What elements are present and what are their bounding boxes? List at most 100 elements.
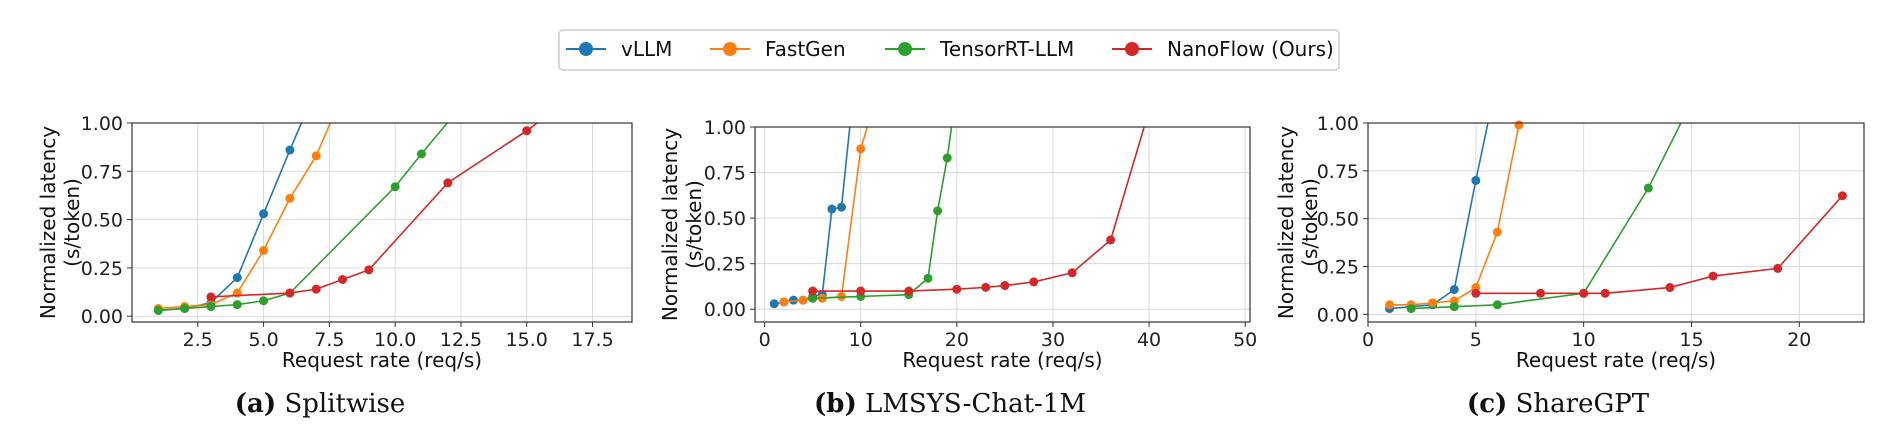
x-tick-label: 2.5: [183, 329, 213, 351]
x-tick-label: 0: [759, 329, 771, 351]
data-point-nanoflow: [1837, 191, 1847, 201]
y-tick-label: 0.25: [704, 254, 746, 276]
data-point-fastgen: [1385, 300, 1395, 310]
y-tick-label: 0.00: [81, 306, 123, 328]
legend-entry-fastgen: FastGen: [710, 37, 846, 61]
x-tick-label: 30: [1041, 329, 1065, 351]
data-point-tensorrt: [1406, 304, 1416, 314]
y-tick-label: 0.25: [1317, 257, 1359, 279]
data-point-nanoflow: [904, 286, 914, 296]
y-tick-label: 1.00: [81, 113, 123, 135]
x-tick-label: 17.5: [571, 329, 613, 351]
x-tick-label: 0: [1362, 329, 1374, 351]
data-point-nanoflow: [206, 292, 216, 302]
legend-entry-vllm: vLLM: [566, 37, 672, 61]
y-tick-label: 0.75: [81, 161, 123, 183]
data-point-nanoflow: [1471, 288, 1481, 298]
data-point-vllm: [1449, 284, 1459, 294]
caption-b-tag: (b): [814, 389, 857, 419]
caption-a-title: Splitwise: [284, 389, 405, 419]
legend-label-tensorrt: TensorRT-LLM: [939, 37, 1074, 61]
data-point-tensorrt: [1449, 302, 1459, 312]
plot-frame: [754, 126, 1251, 323]
data-point-tensorrt: [390, 182, 400, 192]
y-axis-label: Normalized latency(s/token): [658, 128, 706, 321]
data-point-vllm: [259, 209, 269, 219]
data-point-nanoflow: [1600, 288, 1610, 298]
y-tick-label: 0.00: [704, 299, 746, 321]
caption-a-tag: (a): [235, 389, 276, 419]
data-point-tensorrt: [1643, 183, 1653, 193]
caption-c-title: ShareGPT: [1516, 389, 1650, 419]
chart-panel-b: 0 10 20 30 40 50 0.00 0.25 0.50 0.75 1.00 Request r…: [658, 117, 1257, 372]
data-point-tensorrt: [153, 305, 163, 315]
series-line-fastgen: [158, 123, 332, 310]
data-point-nanoflow: [522, 126, 532, 136]
series-line-vllm: [774, 127, 851, 305]
data-point-nanoflow: [1708, 271, 1718, 281]
data-point-fastgen: [311, 151, 321, 161]
data-point-vllm: [285, 145, 295, 155]
x-tick-label: 20: [945, 329, 969, 351]
data-point-nanoflow: [364, 265, 374, 275]
chart-panel-a: 2.5 5.0 7.5 10.0 12.5 15.0 17.5 0.00 0.25 0.50 0.7…: [36, 113, 633, 372]
x-tick-label: 10: [1572, 329, 1596, 351]
caption-a: (a) Splitwise: [235, 389, 406, 419]
y-tick-label: 0.00: [1317, 304, 1359, 326]
legend-entry-tensorrt: TensorRT-LLM: [885, 37, 1074, 61]
data-point-nanoflow: [1000, 281, 1010, 291]
y-tick-label: 0.25: [81, 258, 123, 280]
chart-panel-c: 0 5 10 15 20 0.00 0.25 0.50 0.75 1.00 Request rate…: [1274, 113, 1865, 372]
plot-frame: [131, 122, 633, 323]
data-point-nanoflow: [1067, 268, 1077, 278]
x-tick-label: 7.5: [314, 329, 344, 351]
data-point-nanoflow: [1773, 263, 1783, 273]
data-point-tensorrt: [923, 273, 933, 283]
data-point-vllm: [1471, 175, 1481, 185]
x-tick-label: 40: [1137, 329, 1161, 351]
data-point-nanoflow: [952, 284, 962, 294]
y-axis-label: Normalized latency(s/token): [36, 126, 84, 319]
y-tick-label: 0.50: [1317, 209, 1359, 231]
series-line-nanoflow: [812, 127, 1145, 292]
data-point-fastgen: [779, 297, 789, 307]
data-point-tensorrt: [416, 149, 426, 159]
data-point-fastgen: [285, 193, 295, 203]
data-point-nanoflow: [1665, 283, 1675, 293]
legend-marker-vllm: [579, 42, 593, 56]
data-point-nanoflow: [1029, 277, 1039, 287]
x-tick-label: 50: [1233, 329, 1257, 351]
data-point-tensorrt: [808, 293, 818, 303]
series-line-nanoflow: [1475, 195, 1844, 295]
plot-frame: [1367, 122, 1865, 323]
caption-b-title: LMSYS-Chat-1M: [865, 389, 1086, 419]
y-tick-label: 0.75: [1317, 161, 1359, 183]
data-point-tensorrt: [1492, 300, 1502, 310]
data-point-tensorrt: [259, 296, 269, 306]
y-tick-label: 1.00: [704, 117, 746, 139]
legend-label-nanoflow: NanoFlow (Ours): [1167, 37, 1334, 61]
data-point-tensorrt: [180, 303, 190, 313]
legend-frame: [558, 29, 1340, 71]
series-line-tensorrt: [158, 123, 449, 312]
x-tick-label: 12.5: [440, 329, 482, 351]
x-tick-label: 15: [1679, 329, 1703, 351]
y-tick-label: 0.50: [704, 208, 746, 230]
data-point-fastgen: [1514, 120, 1524, 130]
y-tick-label: 0.50: [81, 210, 123, 232]
x-tick-label: 10.0: [374, 329, 416, 351]
legend-marker-nanoflow: [1125, 42, 1139, 56]
data-point-nanoflow: [1106, 235, 1116, 245]
y-tick-label: 1.00: [1317, 113, 1359, 135]
caption-c: (c) ShareGPT: [1467, 389, 1650, 419]
data-point-tensorrt: [232, 300, 242, 310]
data-point-vllm: [827, 204, 837, 214]
y-tick-label: 0.75: [704, 163, 746, 185]
caption-c-tag: (c): [1467, 389, 1507, 419]
x-tick-label: 20: [1787, 329, 1811, 351]
data-point-tensorrt: [206, 302, 216, 312]
data-point-nanoflow: [1579, 288, 1589, 298]
data-point-nanoflow: [981, 282, 991, 292]
series-line-vllm: [1389, 123, 1489, 310]
